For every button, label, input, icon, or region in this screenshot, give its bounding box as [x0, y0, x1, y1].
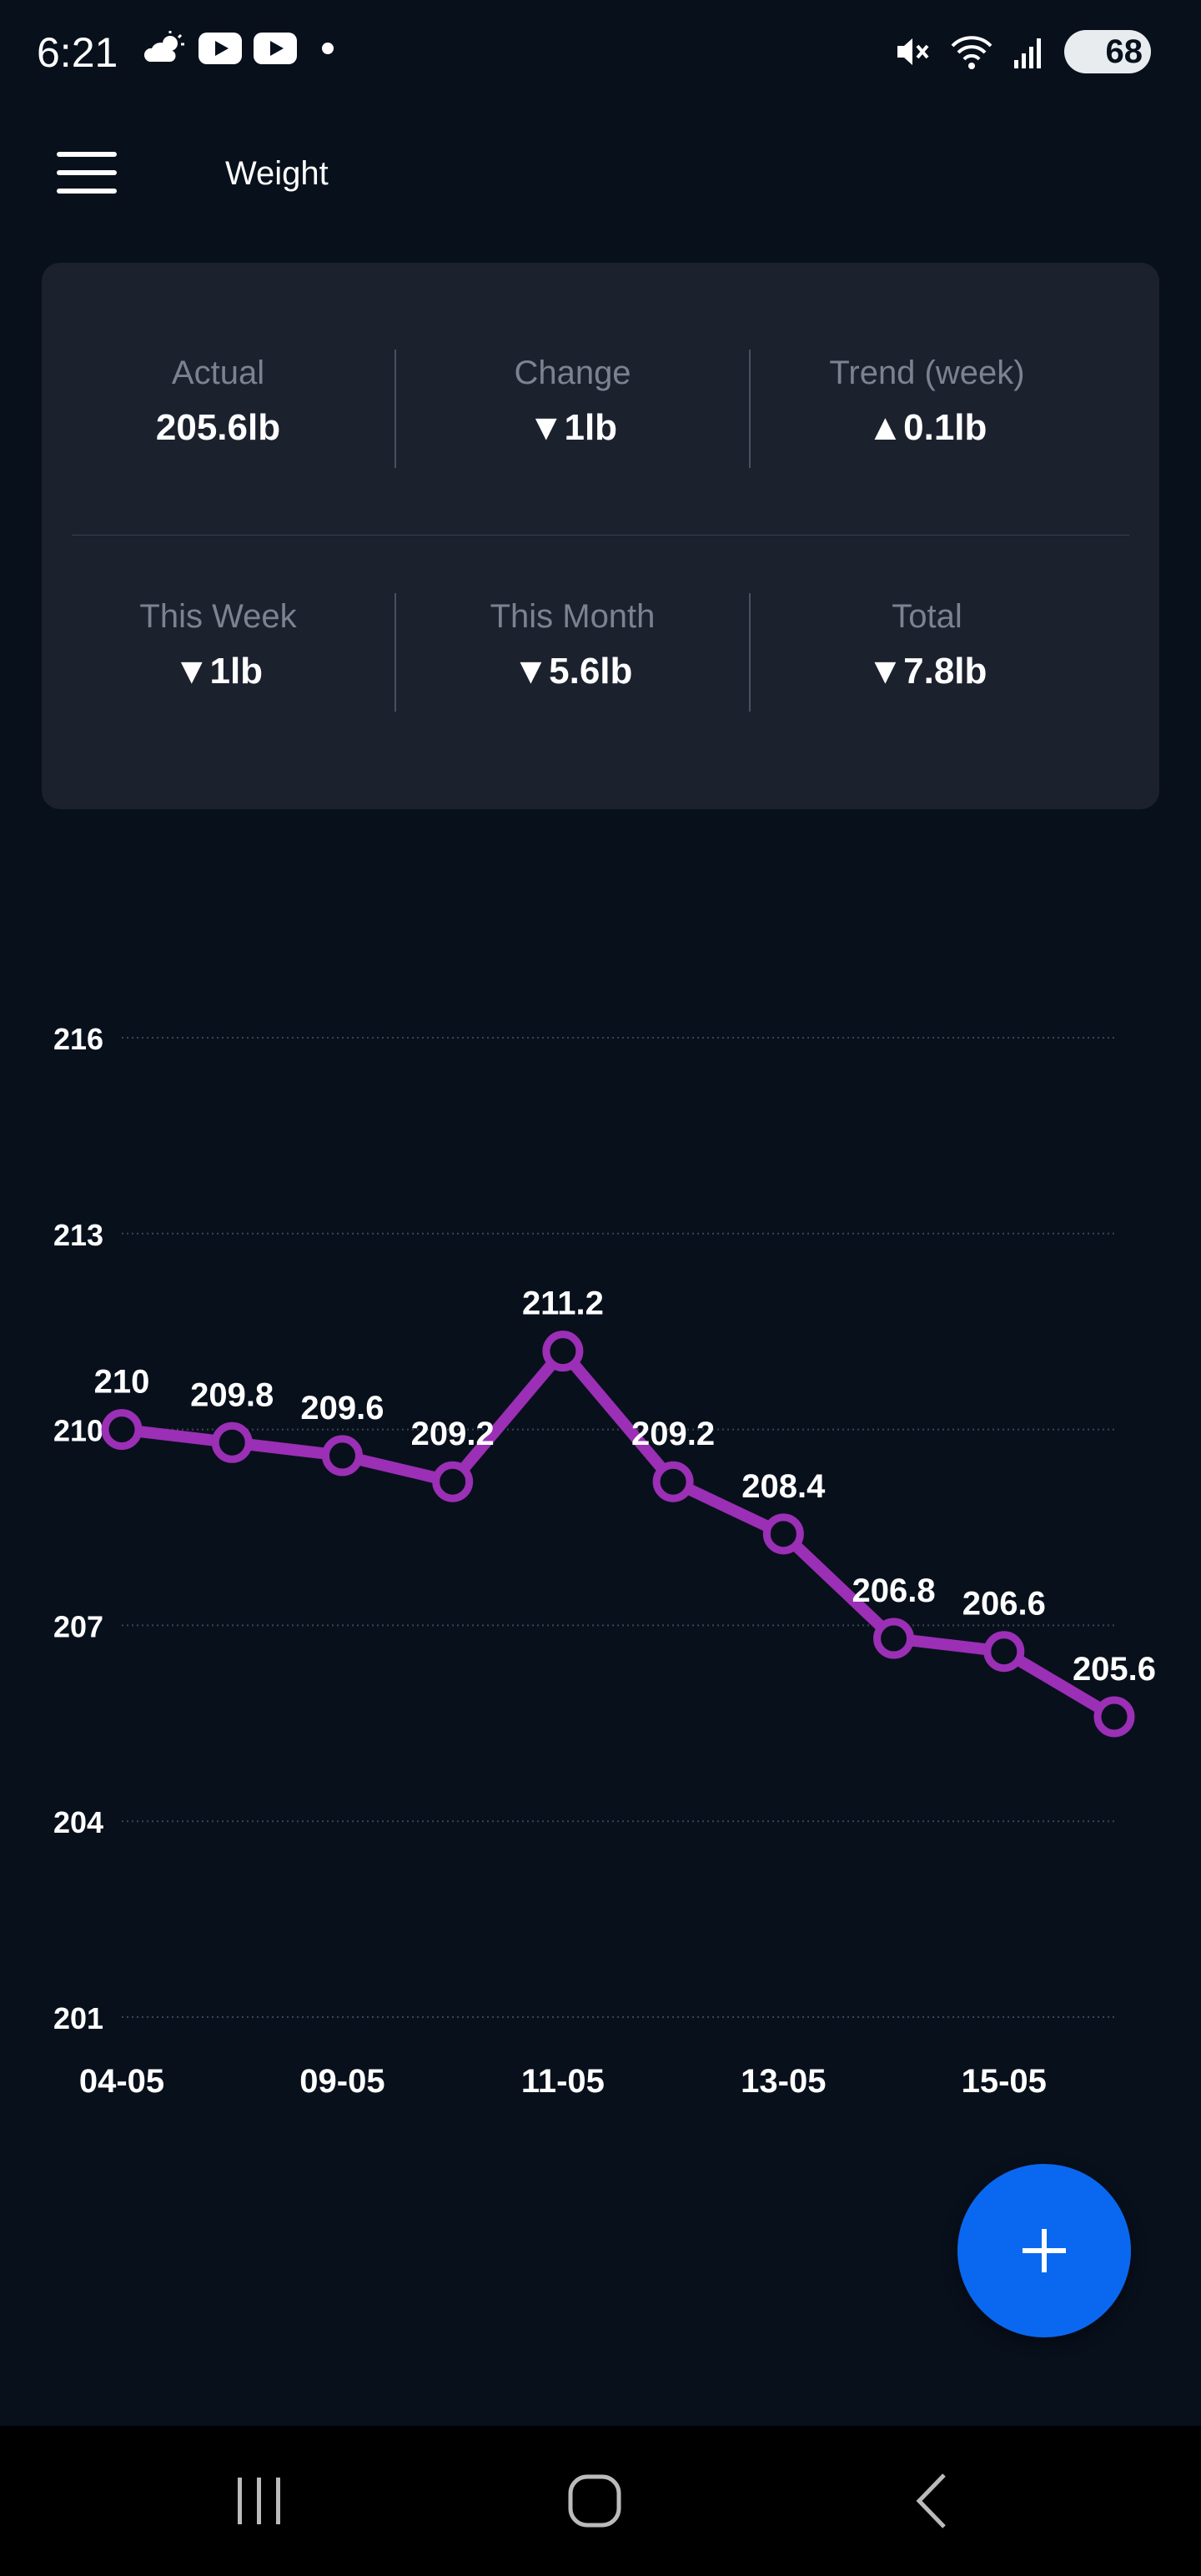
- app-bar: Weight: [0, 125, 1201, 217]
- stat-label: This Week: [139, 598, 297, 635]
- back-icon[interactable]: [886, 2459, 977, 2543]
- stat-value: ▼7.8lb: [867, 651, 987, 692]
- data-point: [873, 1618, 915, 1659]
- data-label: 206.6: [962, 1586, 1046, 1623]
- status-time: 6:21: [37, 29, 118, 76]
- mute-icon: [897, 38, 929, 65]
- home-icon[interactable]: [549, 2459, 641, 2543]
- data-point: [762, 1513, 804, 1555]
- divider: [394, 593, 396, 712]
- data-label: 208.4: [741, 1468, 826, 1505]
- divider: [749, 350, 751, 468]
- hamburger-menu-icon[interactable]: [57, 152, 117, 194]
- divider: [72, 535, 1129, 536]
- x-tick-label: 13-05: [741, 2063, 826, 2100]
- cloud-sun-icon: [143, 31, 184, 62]
- stat-label: Total: [892, 598, 962, 635]
- y-tick-label: 216: [53, 1022, 103, 1056]
- stat-this-week: This Week ▼1lb: [42, 598, 394, 712]
- page-title: Weight: [225, 155, 329, 192]
- wifi-icon: [951, 36, 992, 69]
- data-label: 205.6: [1073, 1651, 1156, 1688]
- x-tick-label: 09-05: [299, 2063, 384, 2100]
- x-tick-label: 15-05: [962, 2063, 1047, 2100]
- signal-icon: [1014, 38, 1041, 68]
- data-point: [652, 1461, 694, 1502]
- data-label: 206.8: [852, 1572, 936, 1609]
- divider: [394, 350, 396, 468]
- battery-level: 68: [1105, 33, 1143, 70]
- data-point: [432, 1461, 474, 1502]
- stat-value: ▼1lb: [527, 407, 618, 448]
- stat-this-month: This Month ▼5.6lb: [396, 598, 749, 712]
- data-label: 209.2: [411, 1416, 495, 1452]
- y-tick-label: 204: [53, 1805, 103, 1839]
- stat-value: ▼1lb: [173, 651, 264, 692]
- x-tick-label: 11-05: [521, 2063, 605, 2100]
- stats-card: Actual 205.6lb Change ▼1lb Trend (week) …: [42, 263, 1159, 809]
- data-point: [1093, 1696, 1135, 1738]
- stat-label: This Month: [490, 598, 656, 635]
- stat-value: ▼5.6lb: [512, 651, 633, 692]
- y-tick-label: 213: [53, 1218, 103, 1252]
- data-label: 209.6: [300, 1390, 384, 1426]
- navigation-bar: [0, 2426, 1201, 2576]
- status-bar: 6:21 68: [0, 0, 1201, 108]
- data-label: 211.2: [522, 1285, 604, 1322]
- stat-label: Change: [514, 355, 631, 391]
- status-icons-left: [143, 30, 334, 67]
- stat-value: 205.6lb: [155, 407, 281, 448]
- data-point: [542, 1331, 584, 1372]
- series-line: [116, 1345, 1120, 1723]
- stat-label: Trend (week): [829, 355, 1025, 391]
- data-label: 209.2: [631, 1416, 715, 1452]
- data-label: 210: [94, 1364, 150, 1401]
- youtube-icon: [198, 33, 242, 64]
- youtube-icon: [254, 33, 297, 64]
- divider: [749, 593, 751, 712]
- x-tick-label: 04-05: [79, 2063, 164, 2100]
- weight-chart: 201 204 207 210 213 216 04-05 09-05 11-05 13-05 15…: [53, 1022, 1156, 2100]
- y-tick-label: 210: [53, 1414, 103, 1448]
- notification-dot-icon: [322, 43, 334, 54]
- stat-trend-week: Trend (week) ▲0.1lb: [751, 355, 1103, 468]
- data-point: [321, 1435, 363, 1477]
- stats-row: This Week ▼1lb This Month ▼5.6lb Total ▼…: [42, 593, 1159, 712]
- add-entry-button[interactable]: [957, 2164, 1131, 2337]
- stat-value: ▲0.1lb: [867, 407, 987, 448]
- y-tick-label: 207: [53, 1609, 103, 1643]
- battery-icon: 68: [1064, 30, 1151, 73]
- stat-change: Change ▼1lb: [396, 355, 749, 468]
- data-label: 209.8: [190, 1376, 274, 1413]
- status-icons-right: 68: [892, 30, 1151, 73]
- y-tick-label: 201: [53, 2001, 103, 2035]
- data-point: [983, 1631, 1025, 1673]
- stat-label: Actual: [171, 355, 265, 391]
- stat-actual: Actual 205.6lb: [42, 355, 394, 468]
- data-point: [101, 1409, 143, 1451]
- recent-apps-icon[interactable]: [214, 2459, 305, 2543]
- stat-total: Total ▼7.8lb: [751, 598, 1103, 712]
- stats-row: Actual 205.6lb Change ▼1lb Trend (week) …: [42, 350, 1159, 468]
- plus-icon: [1023, 2229, 1066, 2272]
- data-point: [211, 1421, 253, 1463]
